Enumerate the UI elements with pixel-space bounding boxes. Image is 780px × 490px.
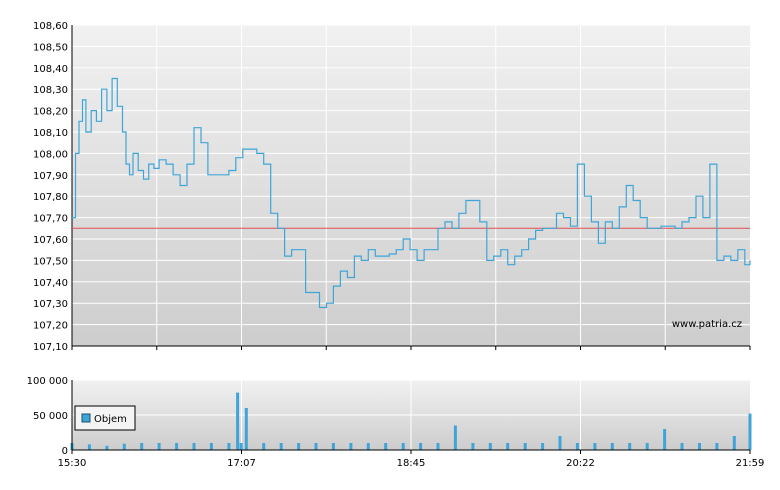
price-tick-label: 108,30	[33, 85, 68, 96]
volume-legend: Objem	[74, 405, 136, 431]
volume-bar	[715, 443, 719, 450]
volume-bar	[471, 443, 475, 450]
price-tick-label: 107,90	[33, 171, 68, 182]
volume-bar	[366, 443, 370, 450]
volume-bar	[506, 443, 510, 450]
price-tick-label: 107,50	[33, 256, 68, 267]
volume-bar	[645, 443, 649, 450]
volume-bar	[419, 443, 423, 450]
volume-tick-label: 50 000	[33, 411, 68, 422]
price-tick-label: 108,40	[33, 64, 68, 75]
time-tick-label: 15:30	[58, 458, 87, 469]
time-tick-label: 17:07	[227, 458, 256, 469]
price-tick-label: 107,40	[33, 278, 68, 289]
volume-bar	[541, 443, 545, 450]
volume-bar	[732, 436, 736, 450]
volume-bar	[331, 443, 335, 450]
volume-bar	[175, 443, 179, 450]
volume-bar	[87, 444, 91, 450]
time-tick-label: 18:45	[397, 458, 426, 469]
price-panel: 107,10 107,20 107,30 107,40 107,50 107,60 107,…	[33, 21, 751, 353]
price-tick-label: 107,80	[33, 192, 68, 203]
volume-bar	[262, 443, 266, 450]
volume-bar	[239, 443, 243, 450]
watermark[interactable]: www.patria.cz	[672, 319, 742, 330]
volume-bar	[349, 443, 353, 450]
volume-bar	[157, 443, 161, 450]
volume-bar	[453, 425, 457, 450]
volume-bar	[122, 443, 126, 450]
time-tick-label: 20:22	[566, 458, 595, 469]
volume-bar	[192, 443, 196, 450]
price-series-line	[72, 77, 751, 309]
volume-bar	[488, 443, 492, 450]
volume-bar	[279, 443, 283, 450]
volume-bar	[436, 443, 440, 450]
price-tick-label: 108,00	[33, 149, 68, 160]
price-tick-label: 107,20	[33, 321, 68, 332]
volume-bar	[384, 443, 388, 450]
volume-bar	[244, 408, 248, 450]
volume-bar	[593, 443, 597, 450]
legend-box	[74, 405, 136, 431]
volume-bar	[523, 443, 527, 450]
price-tick-label: 108,20	[33, 107, 68, 118]
volume-panel: 0 50 000 100 000 15:30 17:07 18:45 20:22 21:59	[27, 376, 765, 469]
volume-bar	[663, 429, 667, 450]
time-tick-label: 21:59	[736, 458, 765, 469]
price-tick-label: 108,60	[33, 21, 68, 32]
price-tick-label: 107,70	[33, 214, 68, 225]
volume-bar	[748, 413, 752, 450]
volume-bar	[105, 445, 109, 450]
volume-bar	[628, 443, 632, 450]
volume-bar	[558, 436, 562, 450]
volume-bar	[314, 443, 318, 450]
volume-bar	[297, 443, 301, 450]
volume-tick-label: 0	[62, 446, 68, 457]
volume-bar	[575, 443, 579, 450]
volume-bar	[209, 443, 213, 450]
price-tick-label: 107,30	[33, 299, 68, 310]
legend-label: Objem	[94, 414, 127, 425]
volume-bar	[610, 443, 614, 450]
price-tick-label: 108,50	[33, 42, 68, 53]
price-tick-label: 108,10	[33, 128, 68, 139]
volume-tick-label: 100 000	[27, 376, 68, 387]
volume-bar	[140, 443, 144, 450]
volume-bar	[680, 443, 684, 450]
volume-bar	[227, 443, 231, 450]
price-tick-label: 107,60	[33, 235, 68, 246]
volume-bar	[236, 392, 240, 450]
volume-bar	[698, 443, 701, 450]
legend-swatch	[81, 413, 91, 423]
price-tick-label: 107,10	[33, 342, 68, 353]
volume-bar	[401, 443, 405, 450]
